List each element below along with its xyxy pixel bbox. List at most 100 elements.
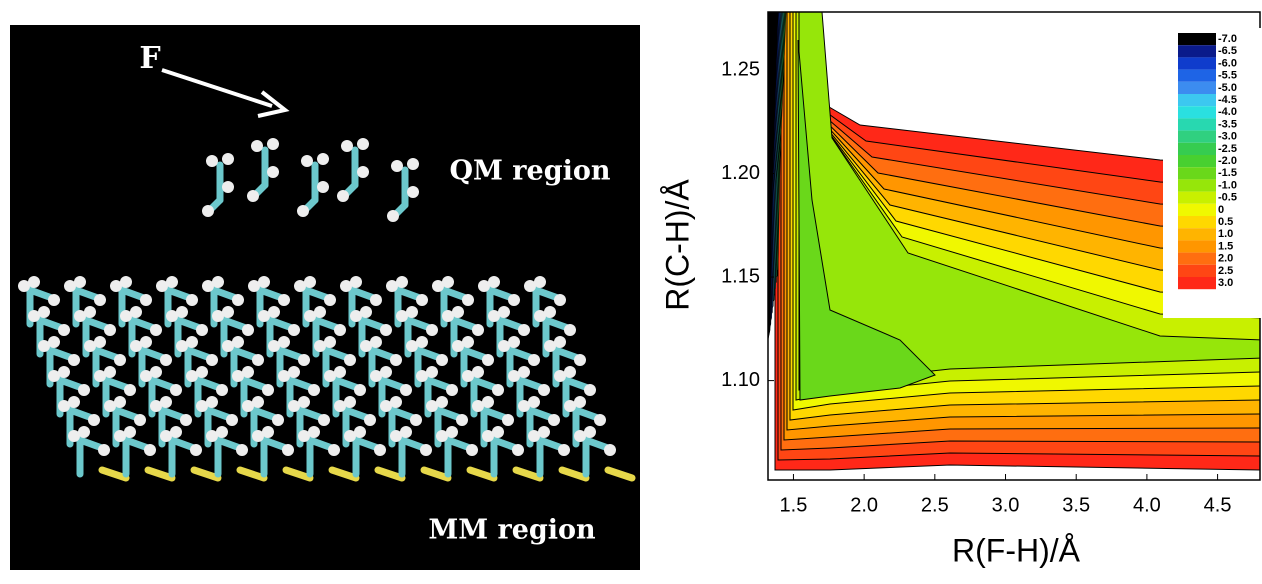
colorbar-cell [1178,142,1216,155]
atom [380,366,392,378]
arrow-head [257,90,290,118]
bond [404,316,434,332]
colorbar-label: 3.0 [1218,277,1233,289]
atom [391,160,403,172]
colorbar-cell [1178,94,1216,107]
bond [480,406,510,422]
contour-band [797,39,936,401]
atom [202,280,214,292]
atom [446,426,458,438]
atom [462,336,474,348]
colorbar-label: -4.0 [1218,106,1237,118]
bond [450,316,480,332]
bond [398,436,428,452]
atom [216,384,228,396]
atom [407,158,419,170]
colorbar-cell [1178,264,1216,277]
colorbar-cell [1178,106,1216,119]
atom [360,340,372,352]
colorbar-cell [1178,81,1216,94]
colorbar-cell [1178,252,1216,265]
atom [150,366,162,378]
atom [232,294,244,306]
bond [46,346,76,362]
atom [528,354,540,366]
atom [462,294,474,306]
atom [278,294,290,306]
atom [380,400,392,412]
atom [252,430,264,442]
atom [406,340,418,352]
atom [406,306,418,318]
atom [247,190,259,202]
atom [298,354,310,366]
atom [98,444,110,456]
atom [390,354,402,366]
atom [298,430,310,442]
atom [222,306,234,318]
atom [400,384,412,396]
bond [388,406,418,422]
atom [248,280,260,292]
atom [354,384,366,396]
bond [302,286,332,302]
atom [594,414,606,426]
x-tick-label: 4.5 [1204,494,1232,516]
atom [140,294,152,306]
bond [122,436,152,452]
atom [344,354,356,366]
bond [250,406,280,422]
atom [120,276,132,288]
atom [150,324,162,336]
atom [492,426,504,438]
atom [324,336,336,348]
atom [74,276,86,288]
atom [196,366,208,378]
colorbar-label: 1.5 [1218,240,1233,252]
atom [180,414,192,426]
bond [490,436,520,452]
atom [544,340,556,352]
contour-band [768,12,779,341]
atom [251,140,263,152]
atom [226,414,238,426]
atom [482,354,494,366]
atom [386,280,398,292]
colorbar-cell [1178,228,1216,241]
atom [370,336,382,348]
atom [288,366,300,378]
atom [282,444,294,456]
bond [210,286,240,302]
atom [341,140,353,152]
atom [58,366,70,378]
bond [128,316,158,332]
colorbar-cell [1178,240,1216,253]
bond [512,466,544,482]
colorbar-cell [1178,130,1216,143]
atom [548,414,560,426]
bond [168,436,198,452]
bond [138,346,168,362]
atom [297,205,309,217]
atom [518,324,530,336]
atom [442,310,454,322]
atom [298,396,310,408]
bond [496,316,526,332]
bond [582,436,612,452]
atom [466,444,478,456]
colorbar-label: 1.0 [1218,228,1233,240]
atom [68,396,80,408]
bond [214,436,244,452]
atom [304,276,316,288]
atom [488,276,500,288]
atom [524,280,536,292]
atom [206,430,218,442]
atom [426,400,438,412]
atom [442,276,454,288]
atom [324,370,336,382]
atom [78,426,90,438]
atom [456,414,468,426]
atom [222,153,234,165]
atom [410,414,422,426]
